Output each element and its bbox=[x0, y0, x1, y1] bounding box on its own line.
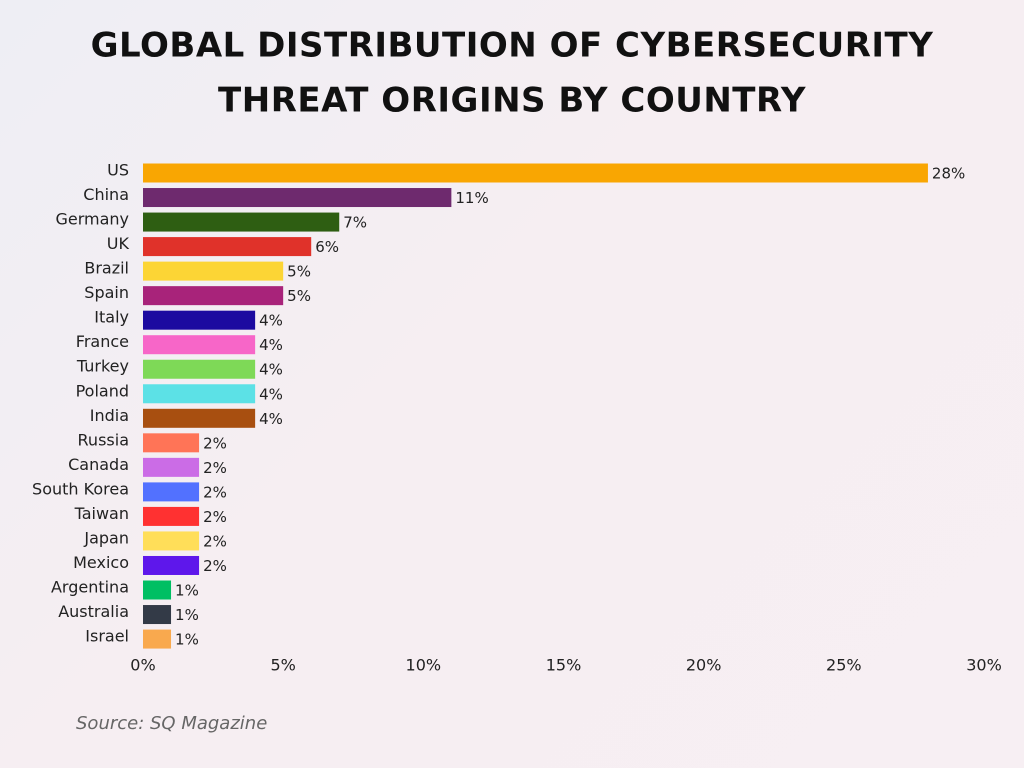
value-label: 2% bbox=[203, 557, 227, 575]
value-label: 2% bbox=[203, 459, 227, 477]
bar bbox=[143, 580, 172, 600]
category-label: Argentina bbox=[51, 578, 129, 597]
value-label: 1% bbox=[175, 606, 199, 624]
category-label: Mexico bbox=[73, 553, 129, 572]
bar bbox=[143, 531, 200, 551]
value-label: 4% bbox=[259, 361, 283, 379]
bar bbox=[143, 163, 928, 183]
value-label: 5% bbox=[287, 263, 311, 281]
bar bbox=[143, 359, 256, 379]
category-label: France bbox=[76, 332, 129, 351]
category-label: Russia bbox=[78, 430, 129, 449]
category-label: Germany bbox=[55, 210, 129, 229]
value-label: 28% bbox=[932, 165, 965, 183]
value-label: 4% bbox=[259, 410, 283, 428]
category-label: Poland bbox=[76, 381, 129, 400]
category-label: Brazil bbox=[84, 259, 129, 278]
bar bbox=[143, 408, 256, 428]
value-label: 7% bbox=[343, 214, 367, 232]
value-label: 4% bbox=[259, 336, 283, 354]
x-tick-label: 15% bbox=[546, 656, 582, 675]
value-label: 5% bbox=[287, 287, 311, 305]
bar bbox=[143, 457, 200, 477]
x-tick-label: 0% bbox=[130, 656, 155, 675]
value-label: 1% bbox=[175, 582, 199, 600]
category-label: Italy bbox=[94, 308, 129, 327]
category-label: Spain bbox=[84, 283, 129, 302]
bar bbox=[143, 555, 200, 575]
category-label: Japan bbox=[83, 528, 129, 547]
bar bbox=[143, 629, 172, 649]
value-label: 6% bbox=[315, 238, 339, 256]
value-label: 4% bbox=[259, 312, 283, 330]
x-tick-label: 20% bbox=[686, 656, 722, 675]
bar bbox=[143, 286, 284, 306]
bar bbox=[143, 605, 172, 625]
category-label: India bbox=[90, 406, 129, 425]
category-label: Taiwan bbox=[74, 504, 129, 523]
value-label: 2% bbox=[203, 434, 227, 452]
bar bbox=[143, 506, 200, 526]
category-label: China bbox=[83, 185, 129, 204]
x-tick-label: 5% bbox=[270, 656, 295, 675]
value-label: 11% bbox=[455, 189, 488, 207]
category-label: US bbox=[107, 161, 129, 180]
category-label: South Korea bbox=[32, 479, 129, 498]
value-label: 2% bbox=[203, 508, 227, 526]
x-tick-label: 25% bbox=[826, 656, 862, 675]
bar bbox=[143, 433, 200, 453]
category-label: Turkey bbox=[76, 357, 129, 376]
x-tick-label: 10% bbox=[406, 656, 442, 675]
value-label: 1% bbox=[175, 631, 199, 649]
value-label: 2% bbox=[203, 483, 227, 501]
category-label: Israel bbox=[85, 627, 129, 646]
bar bbox=[143, 237, 312, 257]
bar bbox=[143, 384, 256, 404]
value-label: 2% bbox=[203, 532, 227, 550]
category-label: UK bbox=[107, 234, 130, 253]
x-tick-label: 30% bbox=[966, 656, 1002, 675]
value-label: 4% bbox=[259, 385, 283, 403]
bar bbox=[143, 188, 452, 208]
chart-title: THREAT ORIGINS BY COUNTRY bbox=[218, 81, 806, 121]
category-label: Canada bbox=[68, 455, 129, 474]
bar bbox=[143, 212, 340, 232]
bar bbox=[143, 482, 200, 502]
source: Source: SQ Magazine bbox=[76, 713, 267, 734]
bar bbox=[143, 310, 256, 330]
category-label: Australia bbox=[58, 602, 129, 621]
bar bbox=[143, 335, 256, 355]
bar bbox=[143, 261, 284, 281]
chart-title: GLOBAL DISTRIBUTION OF CYBERSECURITY bbox=[91, 26, 934, 66]
